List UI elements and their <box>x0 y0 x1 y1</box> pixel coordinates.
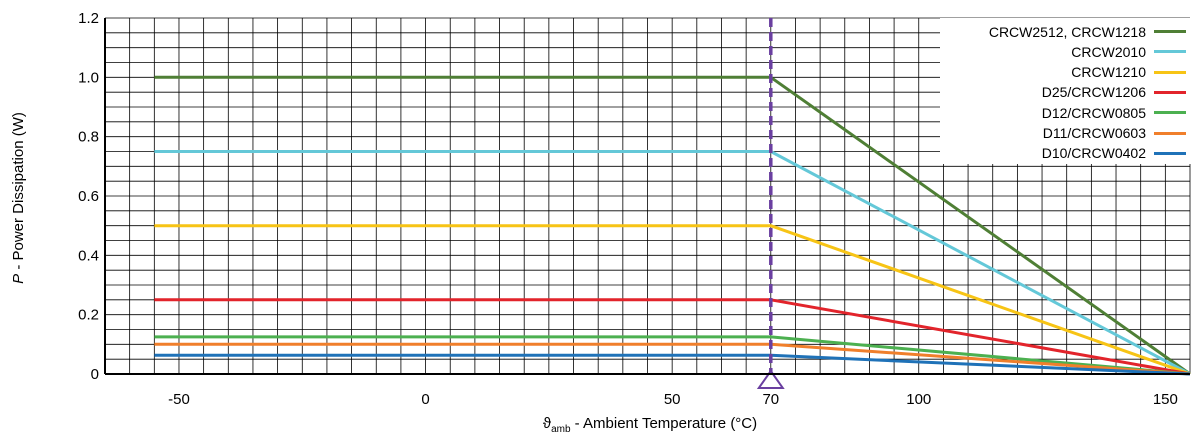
legend-label: D12/CRCW0805 <box>1041 104 1146 121</box>
legend-label: D10/CRCW0402 <box>1041 145 1146 162</box>
legend-label: D25/CRCW1206 <box>1041 84 1146 101</box>
legend-item: CRCW2512, CRCW1218 <box>989 22 1186 41</box>
series-line <box>154 224 1191 376</box>
x-tick-label: 150 <box>1153 391 1178 408</box>
legend-label: CRCW2512, CRCW1218 <box>988 23 1146 40</box>
legend-label: D11/CRCW0603 <box>1042 125 1146 141</box>
x-axis-symbol: ϑ <box>543 415 552 432</box>
series-line <box>154 335 1191 376</box>
legend-swatch <box>1154 131 1186 135</box>
axes <box>104 18 1190 375</box>
x-tick-label: -50 <box>168 391 190 408</box>
legend-label: CRCW1210 <box>1071 64 1146 81</box>
legend-item: CRCW1210 <box>1071 63 1186 82</box>
legend-swatch <box>1154 151 1186 155</box>
y-axis-title: P - Power Dissipation (W) <box>10 112 27 284</box>
legend-item: D10/CRCW0402 <box>1042 144 1186 163</box>
legend-item: CRCW2010 <box>1071 42 1186 61</box>
legend-item: D11/CRCW0603 <box>1043 124 1186 143</box>
legend: CRCW2512, CRCW1218 CRCW2010 CRCW1210 D25/CR… <box>940 18 1192 164</box>
x-tick-label: 50 <box>664 391 681 408</box>
x-tick-label: 0 <box>421 391 429 408</box>
legend-swatch <box>1154 90 1186 94</box>
legend-item: D25/CRCW1206 <box>1042 83 1186 102</box>
y-tick-label: 0.2 <box>78 307 99 324</box>
legend-swatch <box>1154 111 1186 115</box>
y-tick-label: 0.8 <box>78 129 99 146</box>
y-tick-label: 0.4 <box>78 247 99 264</box>
legend-label: CRCW2010 <box>1071 43 1146 60</box>
marker-label: 70 <box>762 391 779 408</box>
x-axis-subscript: amb <box>551 424 571 434</box>
temperature-marker: 70 <box>756 18 785 408</box>
y-axis-text: - Power Dissipation (W) <box>10 112 27 274</box>
y-tick-label: 1.2 <box>78 10 99 27</box>
legend-swatch <box>1154 50 1186 54</box>
legend-swatch <box>1154 70 1186 74</box>
y-tick-label: 1.0 <box>78 69 99 86</box>
y-axis-symbol: P <box>10 274 27 284</box>
tick-labels: -50 0 50 100 150 0 0.2 0.4 0.6 0.8 1.0 1.2 <box>78 10 1178 408</box>
legend-item: D12/CRCW0805 <box>1042 103 1186 122</box>
y-tick-label: 0 <box>91 366 99 383</box>
marker-triangle <box>756 369 785 389</box>
x-axis-title: ϑamb - Ambient Temperature (°C) <box>543 415 757 434</box>
x-axis-text: - Ambient Temperature (°C) <box>571 415 758 432</box>
y-tick-label: 0.6 <box>78 188 99 205</box>
legend-swatch <box>1154 30 1186 33</box>
x-tick-label: 100 <box>906 391 931 408</box>
